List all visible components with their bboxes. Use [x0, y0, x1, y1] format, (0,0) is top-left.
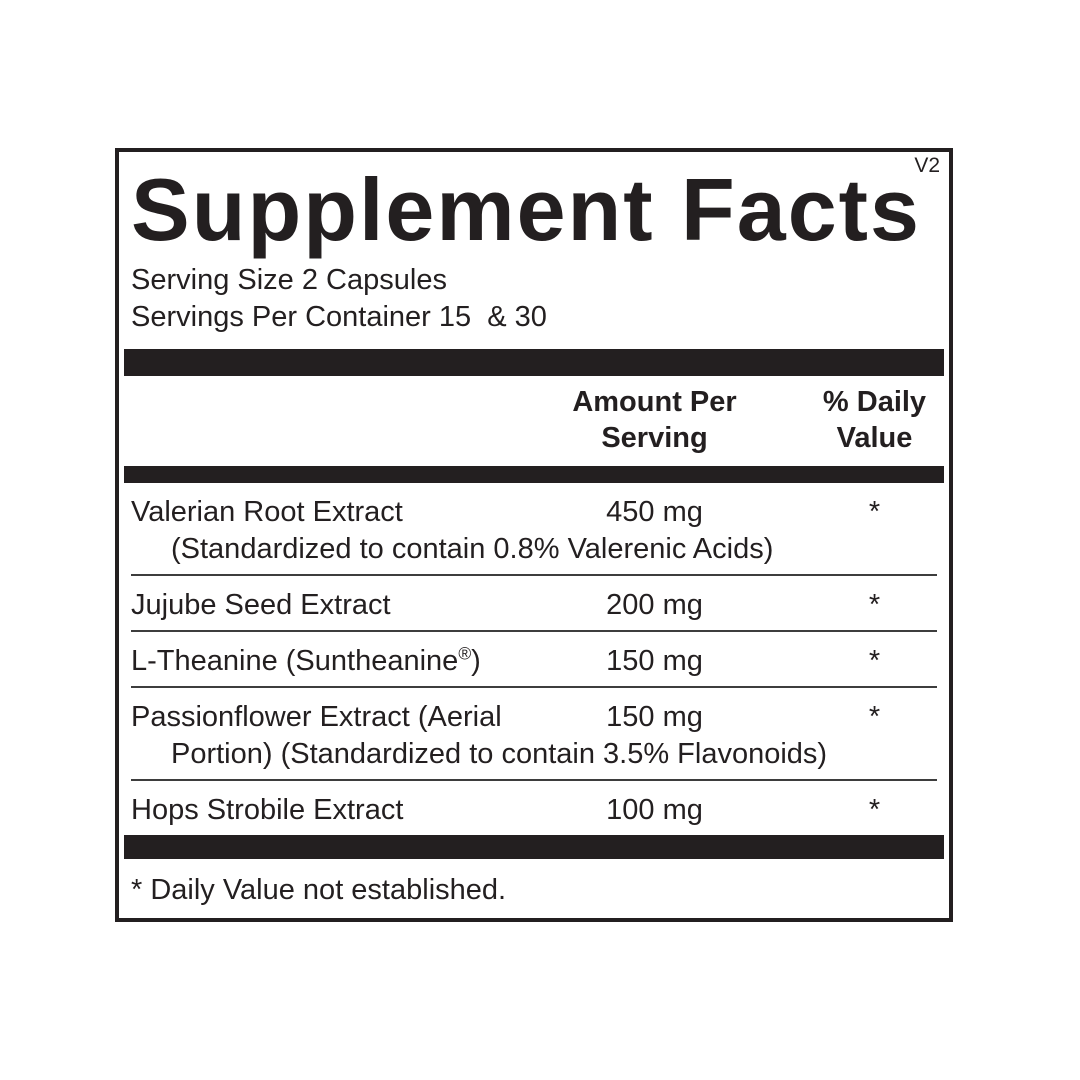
divider-bar-header — [124, 466, 944, 483]
ingredient-detail: (Standardized to contain 0.8% Valerenic … — [171, 533, 774, 565]
ingredient-name: Hops Strobile Extract — [131, 794, 404, 826]
table-header-row: Amount Per Serving % Daily Value — [131, 376, 937, 466]
panel-title: Supplement Facts — [131, 160, 921, 259]
ingredient-name: Jujube Seed Extract — [131, 589, 391, 621]
divider-bar-top — [124, 349, 944, 376]
ingredient-amount: 150 mg — [606, 701, 703, 733]
supplement-facts-panel: V2 Supplement Facts Serving Size 2 Capsu… — [115, 148, 953, 922]
ingredient-daily-value: * — [868, 701, 881, 733]
ingredient-amount: 150 mg — [606, 645, 703, 677]
version-tag: V2 — [914, 154, 940, 177]
ingredient-name: Passionflower Extract (Aerial — [131, 701, 502, 733]
divider-bar-bottom — [124, 835, 944, 859]
header-amount-per-serving: Amount Per Serving — [572, 386, 737, 454]
ingredient-daily-value: * — [868, 645, 881, 677]
ingredient-name: L-Theanine (Suntheanine®) — [131, 643, 481, 677]
ingredient-row: Passionflower Extract (Aerial 150 mg * P… — [131, 688, 937, 781]
serving-size-line: Serving Size 2 Capsules — [131, 264, 447, 296]
ingredient-row: Hops Strobile Extract 100 mg * — [131, 781, 937, 835]
ingredient-row: Jujube Seed Extract 200 mg * — [131, 576, 937, 632]
ingredient-row: Valerian Root Extract 450 mg * (Standard… — [131, 483, 937, 576]
ingredient-name: Valerian Root Extract — [131, 496, 403, 528]
ingredient-amount: 450 mg — [606, 496, 703, 528]
ingredient-detail: Portion) (Standardized to contain 3.5% F… — [171, 738, 828, 770]
ingredient-row: L-Theanine (Suntheanine®) 150 mg * — [131, 632, 937, 688]
ingredient-amount: 200 mg — [606, 589, 703, 621]
servings-per-container-line: Servings Per Container 15 & 30 — [131, 301, 547, 333]
ingredient-daily-value: * — [868, 794, 881, 826]
ingredient-daily-value: * — [868, 496, 881, 528]
ingredient-rows: Valerian Root Extract 450 mg * (Standard… — [131, 483, 937, 835]
ingredient-daily-value: * — [868, 589, 881, 621]
ingredient-amount: 100 mg — [606, 794, 703, 826]
serving-info: Serving Size 2 Capsules Servings Per Con… — [131, 262, 937, 336]
footnote: * Daily Value not established. — [131, 874, 507, 906]
header-percent-daily-value: % Daily Value — [822, 386, 927, 454]
